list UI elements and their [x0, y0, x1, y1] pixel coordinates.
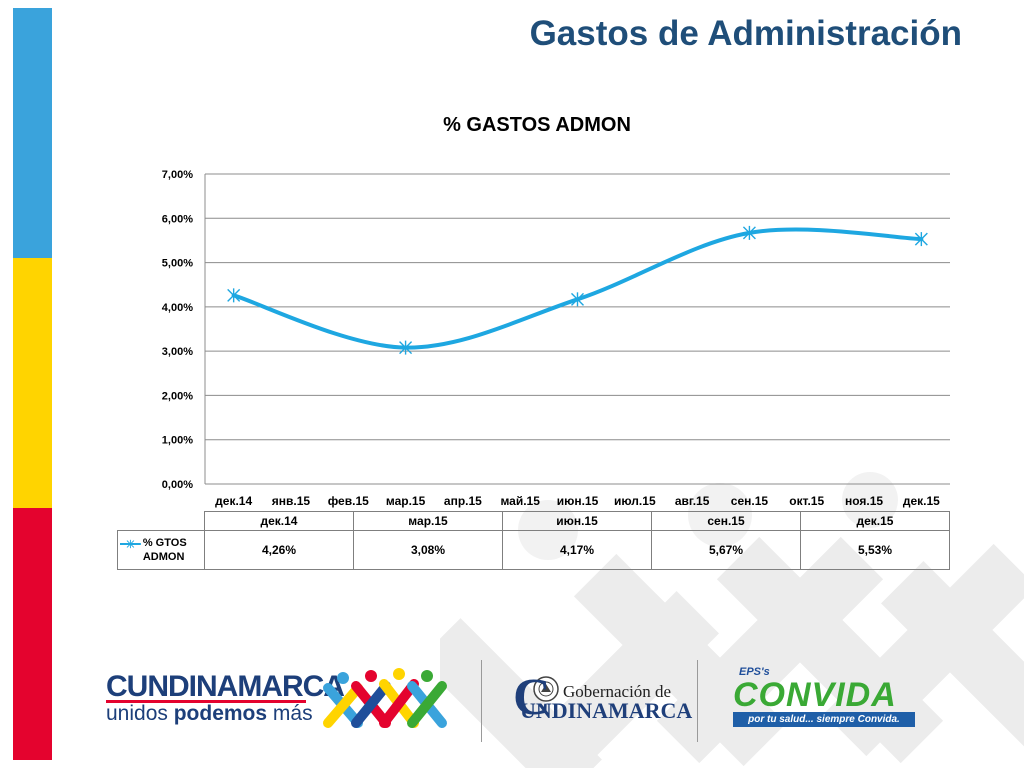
cundinamarca-people-logo	[323, 668, 447, 728]
logo-divider	[481, 660, 482, 742]
data-point-marker	[399, 340, 413, 355]
series-line-gtos-admon	[231, 227, 924, 350]
data-point-marker	[742, 225, 756, 240]
data-table-header: июн.15	[502, 511, 652, 531]
gobernacion-line1: Gobernación de	[563, 682, 672, 701]
data-table-cell: 4,26%	[204, 530, 354, 570]
flag-stripe-red	[13, 508, 52, 760]
legend-label: % GTOS ADMON	[142, 537, 187, 563]
x-tick-label: окт.15	[789, 494, 824, 508]
flag-stripe-yellow	[13, 258, 52, 508]
x-tick-label: дек.14	[215, 494, 252, 508]
gobernacion-seal-icon	[533, 676, 559, 702]
y-tick-label: 4,00%	[162, 302, 193, 314]
y-tick-label: 7,00%	[162, 169, 193, 181]
x-axis-labels: дек.14 янв.15 фев.15 мар.15 апр.15 май.15 июн.…	[215, 494, 940, 508]
x-tick-label: май.15	[500, 494, 540, 508]
x-tick-label: авг.15	[675, 494, 710, 508]
y-tick-label: 5,00%	[162, 258, 193, 270]
cundinamarca-logo-underline	[106, 700, 306, 703]
y-tick-label: 3,00%	[162, 346, 193, 358]
convida-logo-name: CONVIDA	[733, 676, 897, 714]
x-tick-label: сен.15	[731, 494, 769, 508]
x-tick-label: июл.15	[614, 494, 656, 508]
chart-grid	[204, 173, 950, 485]
legend-entry: % GTOS ADMON	[117, 530, 205, 570]
page-title: Gastos de Administración	[529, 14, 962, 53]
y-tick-label: 0,00%	[162, 479, 193, 491]
data-point-marker	[227, 288, 241, 303]
convida-slogan: por tu salud... siempre Convida.	[733, 712, 915, 727]
data-table-header: дек.14	[204, 511, 354, 531]
data-table-cell: 5,53%	[800, 530, 950, 570]
y-tick-label: 6,00%	[162, 213, 193, 225]
series-line	[231, 227, 924, 350]
series-markers	[227, 225, 928, 355]
x-tick-label: апр.15	[444, 494, 482, 508]
data-table-cell: 3,08%	[353, 530, 503, 570]
chart-data-table: дек.14 мар.15 июн.15 сен.15 дек.15 % GTO…	[117, 511, 950, 570]
data-table-header-row: дек.14 мар.15 июн.15 сен.15 дек.15	[117, 511, 950, 531]
eps-label: EPS's	[739, 666, 770, 678]
data-table-cell: 4,17%	[502, 530, 652, 570]
x-tick-label: фев.15	[328, 494, 369, 508]
x-tick-label: мар.15	[386, 494, 426, 508]
data-table-cell: 5,67%	[651, 530, 801, 570]
data-table-header: сен.15	[651, 511, 801, 531]
legend-line-asterisk-icon	[120, 539, 141, 549]
logo-divider	[697, 660, 698, 742]
data-point-marker	[571, 292, 584, 307]
gobernacion-line2: UNDINAMARCA	[520, 698, 693, 723]
x-tick-label: июн.15	[557, 494, 599, 508]
data-table-value-row: % GTOS ADMON 4,26% 3,08% 4,17% 5,67% 5,5…	[117, 530, 950, 570]
x-tick-label: дек.15	[903, 494, 940, 508]
chart-title: % GASTOS ADMON	[443, 114, 631, 136]
x-tick-label: ноя.15	[845, 494, 883, 508]
cundinamarca-logo-name: CUNDINAMARCA	[106, 670, 345, 703]
flag-stripe-blue	[13, 8, 52, 258]
data-table-header: дек.15	[800, 511, 950, 531]
gobernacion-initial: C	[513, 669, 551, 726]
data-table-header: мар.15	[353, 511, 503, 531]
x-tick-label: янв.15	[272, 494, 311, 508]
y-tick-label: 1,00%	[162, 435, 193, 447]
data-point-marker	[914, 232, 928, 247]
y-axis-labels: 0,00% 1,00% 2,00% 3,00% 4,00% 5,00% 6,00% 7,00%	[162, 169, 193, 491]
cundinamarca-slogan: unidos podemos más	[106, 702, 313, 725]
data-table-corner	[117, 511, 205, 531]
y-tick-label: 2,00%	[162, 390, 193, 402]
